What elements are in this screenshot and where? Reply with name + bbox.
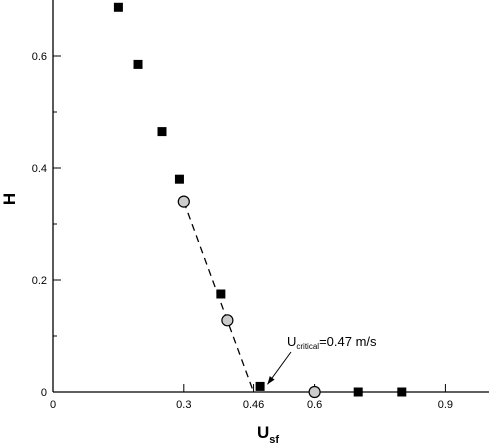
annotation-main: U [287, 334, 296, 349]
x-tick-label: 0.3 [176, 399, 191, 411]
annotation-sub: critical [296, 342, 319, 351]
y-tick-label: 0.6 [32, 51, 47, 63]
square-marker [174, 174, 184, 184]
square-marker [216, 289, 226, 299]
data-marks [113, 2, 407, 399]
circle-marker [177, 195, 190, 208]
square-marker [353, 387, 363, 397]
annotation-label: Ucritical=0.47 m/s [287, 334, 377, 351]
square-marker [133, 59, 143, 69]
y-axis-label: H [0, 193, 19, 205]
critical-velocity-annotation: Ucritical=0.47 m/s [267, 334, 377, 385]
y-tick-label: 0.2 [32, 275, 47, 287]
x-tick-label: 0.6 [307, 399, 322, 411]
axes [52, 0, 489, 393]
circle-marker [308, 385, 321, 399]
circle-marker [221, 314, 234, 327]
square-marker [255, 381, 265, 391]
square-marker [157, 127, 167, 137]
square-marker [397, 387, 407, 397]
x-tick-label: 0.9 [438, 399, 453, 411]
x-axis-label-main: U [257, 423, 269, 442]
x-tick-label: 0 [50, 399, 56, 411]
y-tick-label: 0 [41, 387, 47, 399]
y-tick-label: 0.4 [32, 163, 47, 175]
annotation-arrowhead [267, 376, 275, 385]
x-axis-label: Usf [257, 423, 279, 444]
x-tick-label: 0.46 [243, 399, 264, 411]
ticks: 0 0.3 0.46 0.6 0.9 0 0.2 0.4 0.6 [32, 51, 453, 411]
x-axis-label-sub: sf [269, 434, 279, 444]
annotation-value: =0.47 m/s [319, 334, 377, 349]
square-marker [113, 2, 123, 12]
